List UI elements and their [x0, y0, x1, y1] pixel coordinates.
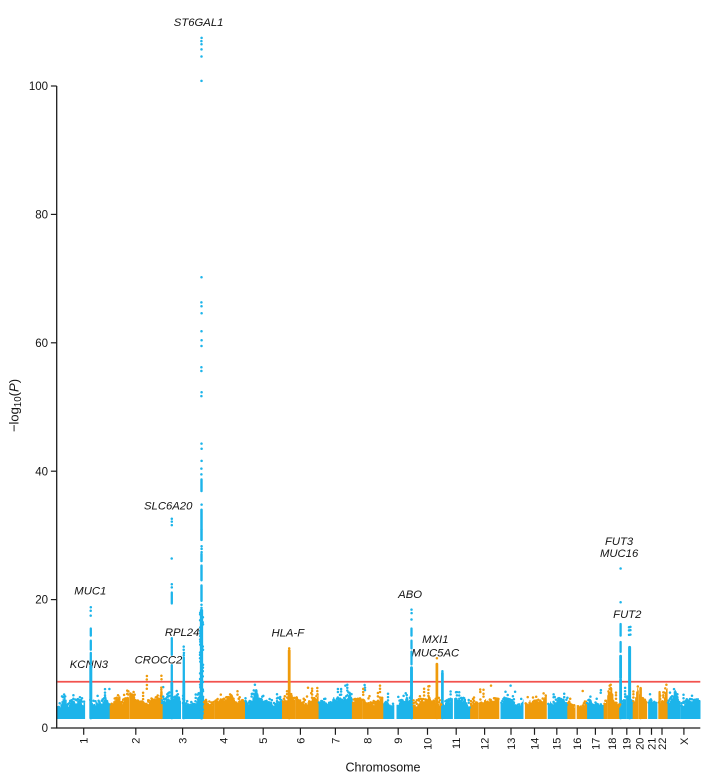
svg-text:17: 17: [590, 738, 602, 750]
svg-text:MUC1: MUC1: [74, 586, 106, 598]
svg-text:8: 8: [363, 738, 375, 744]
svg-text:KCNN3: KCNN3: [70, 659, 109, 671]
svg-text:ST6GAL1: ST6GAL1: [174, 17, 224, 29]
svg-text:10: 10: [422, 738, 434, 750]
svg-text:5: 5: [258, 738, 270, 744]
svg-text:9: 9: [393, 738, 405, 744]
svg-text:80: 80: [35, 210, 48, 222]
svg-text:FUT2: FUT2: [613, 609, 642, 621]
svg-text:FUT3: FUT3: [605, 536, 634, 548]
svg-text:3: 3: [178, 738, 190, 744]
svg-text:6: 6: [295, 738, 307, 744]
svg-text:16: 16: [572, 738, 584, 750]
svg-text:HLA-F: HLA-F: [271, 628, 305, 640]
svg-text:100: 100: [29, 81, 48, 93]
svg-text:13: 13: [506, 738, 518, 750]
svg-text:15: 15: [552, 738, 564, 750]
svg-text:1: 1: [79, 738, 91, 744]
svg-text:SLC6A20: SLC6A20: [144, 501, 193, 513]
svg-text:−log10(P): −log10(P): [7, 379, 25, 432]
svg-text:MUC16: MUC16: [600, 548, 639, 560]
svg-text:0: 0: [42, 723, 48, 735]
svg-text:Chromosome: Chromosome: [345, 761, 420, 775]
svg-text:RPL24: RPL24: [165, 627, 200, 639]
svg-text:20: 20: [635, 738, 647, 750]
svg-text:22: 22: [657, 738, 669, 750]
svg-text:60: 60: [35, 338, 48, 350]
svg-text:2: 2: [131, 738, 143, 744]
svg-text:ABO: ABO: [397, 589, 422, 601]
svg-text:4: 4: [219, 738, 231, 744]
svg-text:14: 14: [529, 738, 541, 750]
svg-text:18: 18: [607, 738, 619, 750]
svg-text:11: 11: [451, 738, 463, 749]
svg-text:MXI1: MXI1: [422, 634, 448, 646]
svg-text:CROCC2: CROCC2: [135, 655, 183, 667]
svg-text:19: 19: [622, 738, 634, 750]
svg-text:7: 7: [330, 738, 342, 744]
svg-text:MUC5AC: MUC5AC: [411, 648, 460, 660]
svg-text:12: 12: [480, 738, 492, 750]
svg-text:X: X: [679, 737, 691, 745]
svg-text:21: 21: [646, 738, 658, 750]
svg-text:40: 40: [35, 466, 48, 478]
svg-text:20: 20: [35, 595, 48, 607]
